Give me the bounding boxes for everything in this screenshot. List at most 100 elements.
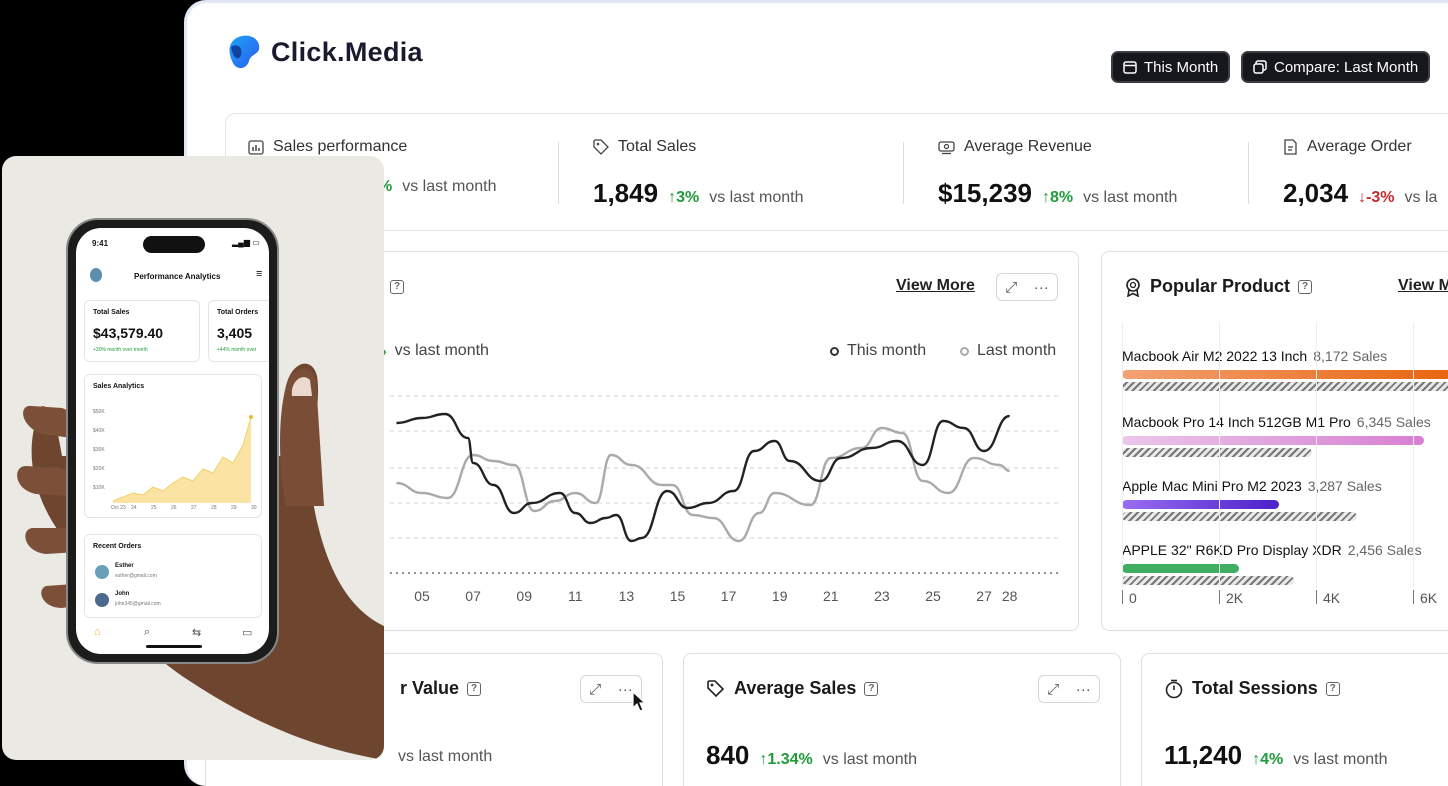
phone-title: Performance Analytics <box>134 272 221 281</box>
arrow-down-icon: ↓ <box>1358 189 1367 206</box>
stat-change: 8% <box>1049 189 1074 206</box>
menu-icon[interactable]: ≡ <box>256 268 263 280</box>
stat-title: Average Revenue <box>964 138 1092 155</box>
phone-sales-analytics-card[interactable]: Sales Analytics $50K $40K $30K $20K $10K Oct… <box>84 374 262 518</box>
this-month-button[interactable]: This Month <box>1111 51 1231 83</box>
phone-total-sales-sub: +30% month over month <box>93 347 148 353</box>
order-name[interactable]: John <box>115 591 130 597</box>
stat-title: Average Order <box>1307 138 1412 155</box>
stat-value: 1,849 <box>593 178 659 208</box>
view-more-link[interactable]: View M <box>1398 277 1448 294</box>
wallet-icon[interactable]: ▭ <box>242 627 253 639</box>
x-tick-label: 15 <box>670 588 686 604</box>
legend-this-month[interactable]: This month <box>830 342 926 360</box>
more-icon[interactable]: ··· <box>1033 278 1049 296</box>
x-tick-label: 23 <box>874 588 890 604</box>
help-icon[interactable]: ? <box>467 681 482 696</box>
legend-last-label: Last month <box>977 342 1057 359</box>
product-bar-this-month[interactable] <box>1122 436 1425 445</box>
help-icon[interactable]: ? <box>1325 681 1340 696</box>
expand-icon[interactable]: ⤢ <box>1005 278 1018 296</box>
x-tick-label: 13 <box>619 588 635 604</box>
help-icon[interactable]: ? <box>1298 279 1313 294</box>
card-title: r Value <box>400 678 460 698</box>
phone-total-sales-value: $43,579.40 <box>93 325 164 341</box>
card-actions: ⤢ ··· <box>580 675 642 703</box>
card-actions: ⤢ ··· <box>996 273 1058 301</box>
stat-sales-performance[interactable]: Sales performance % vs last month <box>248 114 548 232</box>
phone-time: 9:41 <box>92 239 109 248</box>
phone-total-sales-card[interactable]: Total Sales $43,579.40 +30% month over m… <box>84 300 200 362</box>
product-label[interactable]: Macbook Pro 14 Inch 512GB M1 Pro 6,345 Sa… <box>1122 414 1431 430</box>
expand-icon[interactable]: ⤢ <box>589 680 602 698</box>
mouse-cursor-icon <box>632 691 647 712</box>
expand-icon[interactable]: ⤢ <box>1047 680 1060 698</box>
legend-this-label: This month <box>847 342 927 359</box>
legend-last-month[interactable]: Last month <box>960 342 1056 360</box>
brand-logo[interactable]: Click.Media <box>227 33 423 71</box>
divider <box>558 142 559 204</box>
stat-value: 2,034 <box>1283 178 1349 208</box>
grid-line <box>1122 322 1123 588</box>
phone-photo: 9:41 ▂▄▆ ▭ Performance Analytics ≡ Total… <box>2 156 384 760</box>
product-sales: 8,172 Sales <box>1313 348 1388 364</box>
series-line-last-month[interactable] <box>396 426 1010 543</box>
more-icon[interactable]: ··· <box>617 680 633 698</box>
compare-button[interactable]: Compare: Last Month <box>1241 51 1431 83</box>
x-tick-label: 25 <box>925 588 941 604</box>
product-label[interactable]: Apple Mac Mini Pro M2 2023 3,287 Sales <box>1122 478 1382 494</box>
phone-y-tick: $50K <box>93 409 105 415</box>
product-sales: 6,345 Sales <box>1356 414 1431 430</box>
brand-mark-icon <box>229 35 260 69</box>
thumb-illustration <box>280 368 324 506</box>
product-bar-this-month[interactable] <box>1122 500 1279 509</box>
phone-x-tick: 26 <box>171 505 177 511</box>
axis-tick-label: 6K <box>1420 590 1438 606</box>
product-bar-last-month[interactable] <box>1122 576 1294 585</box>
revenue-icon <box>938 140 955 154</box>
stat-title: Sales performance <box>273 138 408 155</box>
tags-icon <box>707 679 725 697</box>
product-bar-last-month[interactable] <box>1122 448 1313 457</box>
product-bar-last-month[interactable] <box>1122 512 1357 521</box>
product-bar-this-month[interactable] <box>1122 370 1448 379</box>
avatar[interactable] <box>90 268 102 282</box>
avatar <box>95 565 109 579</box>
axis-tick-mark <box>1219 590 1220 604</box>
more-icon[interactable]: ··· <box>1075 680 1091 698</box>
product-label[interactable]: Macbook Air M2 2022 13 Inch 8,172 Sales <box>1122 348 1387 364</box>
series-line-this-month[interactable] <box>396 412 1011 543</box>
help-icon[interactable]: ? <box>864 681 879 696</box>
x-tick-label: 19 <box>772 588 788 604</box>
brand-name: Click.Media <box>271 36 423 67</box>
card-actions: ⤢ ··· <box>1038 675 1100 703</box>
tag-icon <box>593 139 609 155</box>
order-name[interactable]: Esther <box>115 563 134 569</box>
phone-x-tick: 25 <box>151 505 157 511</box>
phone-x-tick: 29 <box>231 505 237 511</box>
help-icon[interactable]: ? <box>390 279 405 294</box>
award-icon <box>1126 277 1140 297</box>
phone-total-orders-card[interactable]: Total Orders 3,405 +44% month over <box>208 300 269 362</box>
stat-average-order[interactable]: Average Order 2,034 ↓-3% vs la <box>1283 114 1448 232</box>
home-icon[interactable]: ⌂ <box>94 626 101 638</box>
product-label[interactable]: APPLE 32" R6KD Pro Display XDR 2,456 Sale… <box>1122 542 1422 558</box>
phone-x-tick: 30 <box>251 505 257 511</box>
bar-chart-icon <box>248 139 264 155</box>
view-more-link[interactable]: View More <box>896 277 975 294</box>
product-bar-this-month[interactable] <box>1122 564 1240 573</box>
transfer-icon[interactable]: ⇆ <box>192 627 202 639</box>
stopwatch-icon <box>1165 679 1183 698</box>
axis-tick-label: 2K <box>1226 590 1244 606</box>
card-suffix: vs last month <box>1293 751 1388 768</box>
x-tick-label: 27 <box>976 588 992 604</box>
product-sales: 2,456 Sales <box>1347 542 1422 558</box>
phone-y-tick: $40K <box>93 428 105 434</box>
axis-tick-mark <box>1122 590 1123 604</box>
search-icon[interactable]: ⌕ <box>144 626 151 638</box>
stat-average-revenue[interactable]: Average Revenue $15,239 ↑8% vs last mont… <box>938 114 1238 232</box>
phone-x-tick: 24 <box>131 505 137 511</box>
stat-total-sales[interactable]: Total Sales 1,849 ↑3% vs last month <box>593 114 893 232</box>
product-bar-last-month[interactable] <box>1122 382 1448 391</box>
axis-tick-label: 0 <box>1129 590 1137 606</box>
